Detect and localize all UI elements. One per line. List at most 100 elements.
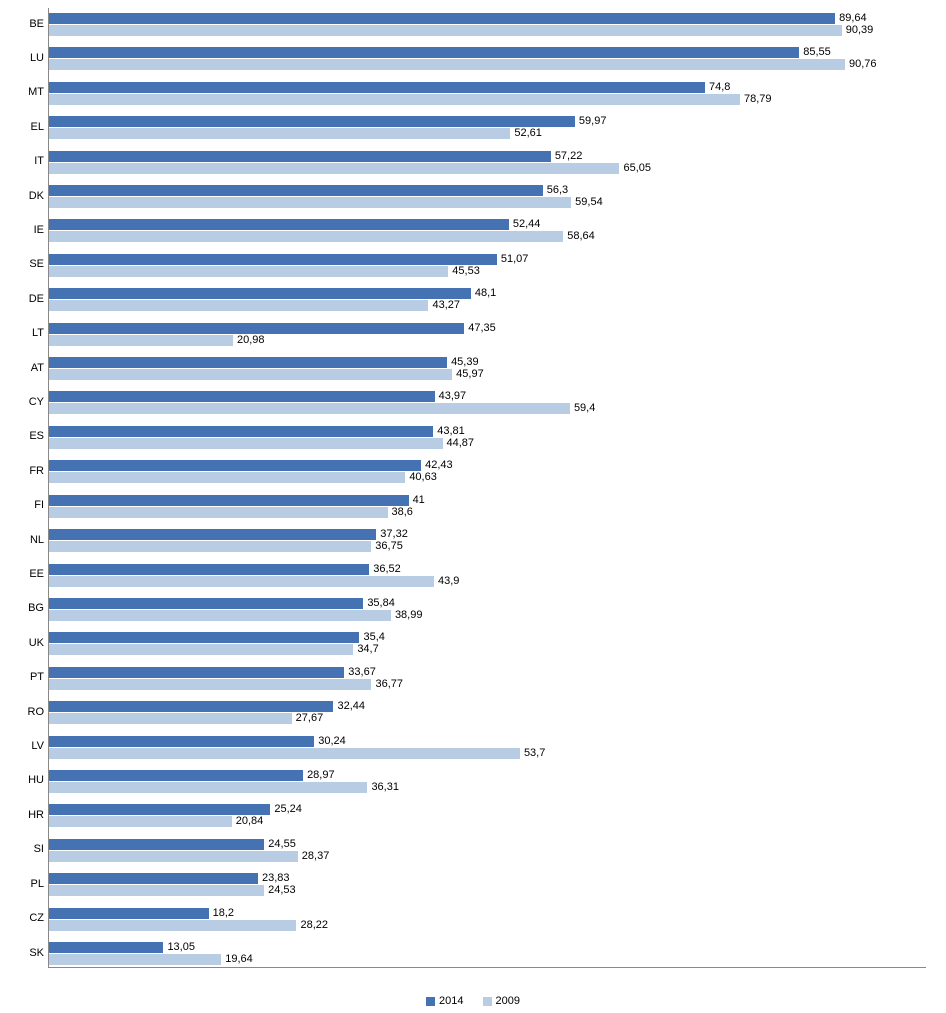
bar-2014: 33,67	[49, 667, 344, 678]
bar-2009: 38,6	[49, 507, 388, 518]
bar-2009: 24,53	[49, 885, 264, 896]
bar-group: EL59,9752,61	[49, 115, 926, 138]
category-label: HU	[4, 774, 44, 786]
category-label: LV	[4, 740, 44, 752]
bar-group: ES43,8144,87	[49, 425, 926, 448]
value-label: 85,55	[803, 47, 831, 58]
bar-2009: 19,64	[49, 954, 221, 965]
bar-2014: 89,64	[49, 13, 835, 24]
legend-item-2009: 2009	[483, 995, 520, 1007]
value-label: 36,77	[375, 679, 403, 690]
value-label: 51,07	[501, 254, 529, 265]
bar-2014: 59,97	[49, 116, 575, 127]
value-label: 25,24	[274, 804, 302, 815]
bar-2014: 57,22	[49, 151, 551, 162]
value-label: 43,81	[437, 426, 465, 437]
bar-2009: 59,54	[49, 197, 571, 208]
bar-2009: 45,53	[49, 266, 448, 277]
bar-group: PL23,8324,53	[49, 872, 926, 895]
value-label: 37,32	[380, 529, 408, 540]
bar-group: SK13,0519,64	[49, 941, 926, 964]
value-label: 33,67	[348, 667, 376, 678]
category-label: PL	[4, 878, 44, 890]
category-label: FR	[4, 465, 44, 477]
bar-2009: 36,75	[49, 541, 371, 552]
value-label: 41	[413, 495, 425, 506]
value-label: 34,7	[357, 644, 378, 655]
category-label: EL	[4, 121, 44, 133]
value-label: 58,64	[567, 231, 595, 242]
category-label: CZ	[4, 912, 44, 924]
bar-2014: 51,07	[49, 254, 497, 265]
bar-2014: 28,97	[49, 770, 303, 781]
bar-group: HU28,9736,31	[49, 769, 926, 792]
category-label: FI	[4, 499, 44, 511]
bar-2009: 90,76	[49, 59, 845, 70]
bar-2014: 41	[49, 495, 409, 506]
bar-2009: 90,39	[49, 25, 842, 36]
bar-group: CZ18,228,22	[49, 907, 926, 930]
legend-item-2014: 2014	[426, 995, 463, 1007]
value-label: 56,3	[547, 185, 568, 196]
category-label: SK	[4, 947, 44, 959]
bar-group: HR25,2420,84	[49, 803, 926, 826]
bar-2009: 38,99	[49, 610, 391, 621]
value-label: 48,1	[475, 288, 496, 299]
value-label: 53,7	[524, 748, 545, 759]
value-label: 43,9	[438, 576, 459, 587]
bar-2014: 30,24	[49, 736, 314, 747]
bar-2014: 13,05	[49, 942, 163, 953]
value-label: 52,61	[514, 128, 542, 139]
value-label: 74,8	[709, 82, 730, 93]
value-label: 78,79	[744, 94, 772, 105]
bar-2014: 24,55	[49, 839, 264, 850]
bar-2014: 47,35	[49, 323, 464, 334]
value-label: 59,97	[579, 116, 607, 127]
bar-group: SI24,5528,37	[49, 838, 926, 861]
value-label: 20,98	[237, 335, 265, 346]
bar-2009: 28,37	[49, 851, 298, 862]
category-label: IE	[4, 224, 44, 236]
category-label: UK	[4, 637, 44, 649]
bar-2014: 25,24	[49, 804, 270, 815]
value-label: 90,39	[846, 25, 874, 36]
bar-2009: 36,77	[49, 679, 371, 690]
value-label: 27,67	[296, 713, 324, 724]
bar-2014: 37,32	[49, 529, 376, 540]
value-label: 89,64	[839, 13, 867, 24]
bar-2014: 85,55	[49, 47, 799, 58]
bar-2009: 59,4	[49, 403, 570, 414]
value-label: 35,84	[367, 598, 395, 609]
bar-group: LU85,5590,76	[49, 46, 926, 69]
value-label: 43,27	[432, 300, 460, 311]
bar-2009: 58,64	[49, 231, 563, 242]
value-label: 45,97	[456, 369, 484, 380]
value-label: 47,35	[468, 323, 496, 334]
chart-container: BE89,6490,39LU85,5590,76MT74,878,79EL59,…	[0, 0, 946, 1013]
bar-2014: 43,97	[49, 391, 435, 402]
bar-2014: 23,83	[49, 873, 258, 884]
value-label: 42,43	[425, 460, 453, 471]
legend: 2014 2009	[0, 995, 946, 1007]
bar-2009: 52,61	[49, 128, 510, 139]
category-label: BE	[4, 18, 44, 30]
value-label: 28,37	[302, 851, 330, 862]
value-label: 59,54	[575, 197, 603, 208]
value-label: 32,44	[337, 701, 365, 712]
bar-2014: 42,43	[49, 460, 421, 471]
bar-group: CY43,9759,4	[49, 390, 926, 413]
bar-group: FR42,4340,63	[49, 459, 926, 482]
bar-group: LT47,3520,98	[49, 322, 926, 345]
bar-2009: 27,67	[49, 713, 292, 724]
category-label: HR	[4, 809, 44, 821]
bar-group: AT45,3945,97	[49, 356, 926, 379]
value-label: 24,53	[268, 885, 296, 896]
bar-group: IT57,2265,05	[49, 150, 926, 173]
legend-swatch-2014	[426, 997, 435, 1006]
category-label: LU	[4, 52, 44, 64]
bar-2014: 35,84	[49, 598, 363, 609]
value-label: 28,22	[300, 920, 328, 931]
bar-2014: 18,2	[49, 908, 209, 919]
bar-2014: 74,8	[49, 82, 705, 93]
value-label: 36,31	[371, 782, 399, 793]
